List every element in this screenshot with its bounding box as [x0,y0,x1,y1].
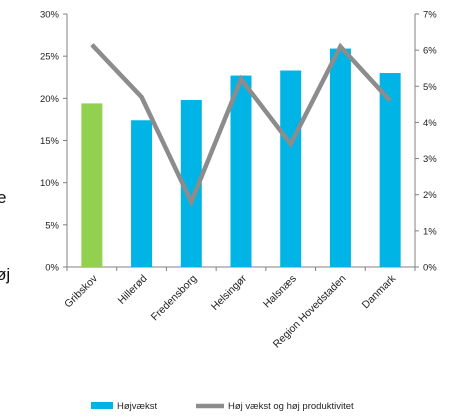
legend-label-line: Høj vækst og høj produktivitet [228,401,354,412]
legend-label-bar: Højvækst [117,401,157,412]
x-tick-labels: Gribskov Hillerød Fredensborg Helsingør Hals… [62,272,399,350]
right-tick-label: 5% [423,82,437,93]
x-category-label: Halsnæs [261,273,299,311]
bar-series [81,48,401,268]
x-category-label: Fredensborg [149,273,200,324]
clipped-text-e: e [0,188,6,207]
clipped-text-oj: øj [0,265,10,284]
left-tick-label: 0% [45,263,59,274]
left-tick-label: 30% [40,10,60,21]
right-tick-label: 1% [423,226,437,237]
line-series [90,42,392,208]
bar [131,120,153,267]
left-tick-label: 15% [40,136,60,147]
bar [329,48,351,268]
right-tick-label: 3% [423,154,437,165]
x-category-label: Helsingør [209,272,250,313]
left-tick-label: 5% [45,220,59,231]
right-tick-label: 2% [423,190,437,201]
bar [379,73,401,268]
right-tick-label: 4% [423,118,437,129]
left-tick-label: 20% [40,94,60,105]
x-category-label: Hillerød [116,273,150,307]
bar [280,70,302,268]
bar [180,100,202,268]
x-category-label: Gribskov [62,272,100,310]
left-tick-label: 10% [40,178,60,189]
bar [81,103,103,267]
legend: Højvækst Høj vækst og høj produktivitet [91,401,354,412]
right-tick-label: 7% [423,10,437,21]
bar [230,75,252,268]
left-tick-label: 25% [40,52,60,63]
right-tick-label: 0% [423,263,437,274]
right-tick-label: 6% [423,46,437,57]
legend-swatch-bar [91,402,113,409]
chart-axes: 0% 5% 10% 15% 20% 25% 30% 0% 1% 2% 3% 4% 5% 6% 7% [40,10,437,274]
x-category-label: Danmark [360,272,399,311]
series-line [90,42,392,208]
